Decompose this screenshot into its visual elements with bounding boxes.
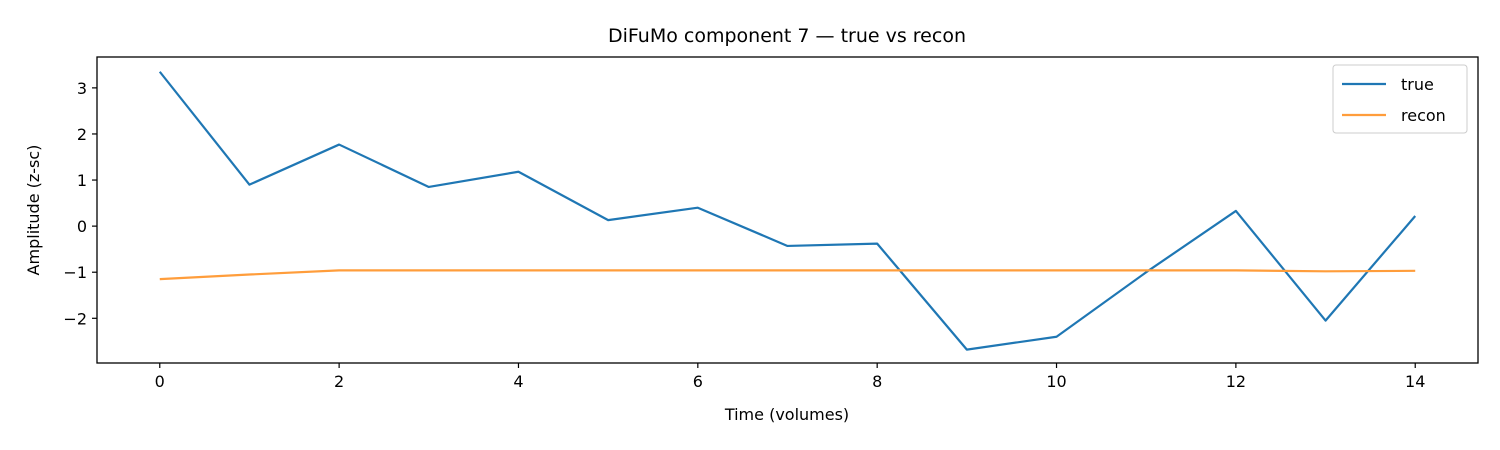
x-tick-label: 14 bbox=[1405, 372, 1425, 391]
legend-label-true: true bbox=[1401, 75, 1434, 94]
x-axis-label: Time (volumes) bbox=[724, 405, 849, 424]
x-tick-label: 10 bbox=[1046, 372, 1066, 391]
legend-label-recon: recon bbox=[1401, 106, 1446, 125]
plot-lines bbox=[158, 71, 1417, 351]
y-tick-label: 1 bbox=[77, 171, 87, 190]
y-axis: 3 2 1 0 −1 −2 bbox=[63, 79, 97, 328]
x-tick-label: 12 bbox=[1226, 372, 1246, 391]
x-tick-label: 8 bbox=[872, 372, 882, 391]
legend-frame bbox=[1332, 64, 1468, 134]
series-line-recon bbox=[159, 269, 1416, 281]
y-tick-label: −2 bbox=[63, 309, 87, 328]
x-tick-label: 6 bbox=[693, 372, 703, 391]
chart-title: DiFuMo component 7 — true vs recon bbox=[608, 25, 966, 47]
y-tick-label: 2 bbox=[77, 125, 87, 144]
x-tick-label: 2 bbox=[334, 372, 344, 391]
y-tick-label: −1 bbox=[63, 263, 87, 282]
plot-frame bbox=[96, 56, 1479, 364]
y-tick-label: 3 bbox=[77, 79, 87, 98]
x-tick-label: 0 bbox=[155, 372, 165, 391]
y-tick-label: 0 bbox=[77, 217, 87, 236]
legend: true recon bbox=[1332, 64, 1468, 134]
x-axis: 0 2 4 6 8 10 12 14 bbox=[155, 363, 1425, 391]
x-tick-label: 4 bbox=[513, 372, 523, 391]
series-line-true bbox=[158, 71, 1417, 351]
y-axis-label: Amplitude (z-sc) bbox=[24, 145, 43, 276]
